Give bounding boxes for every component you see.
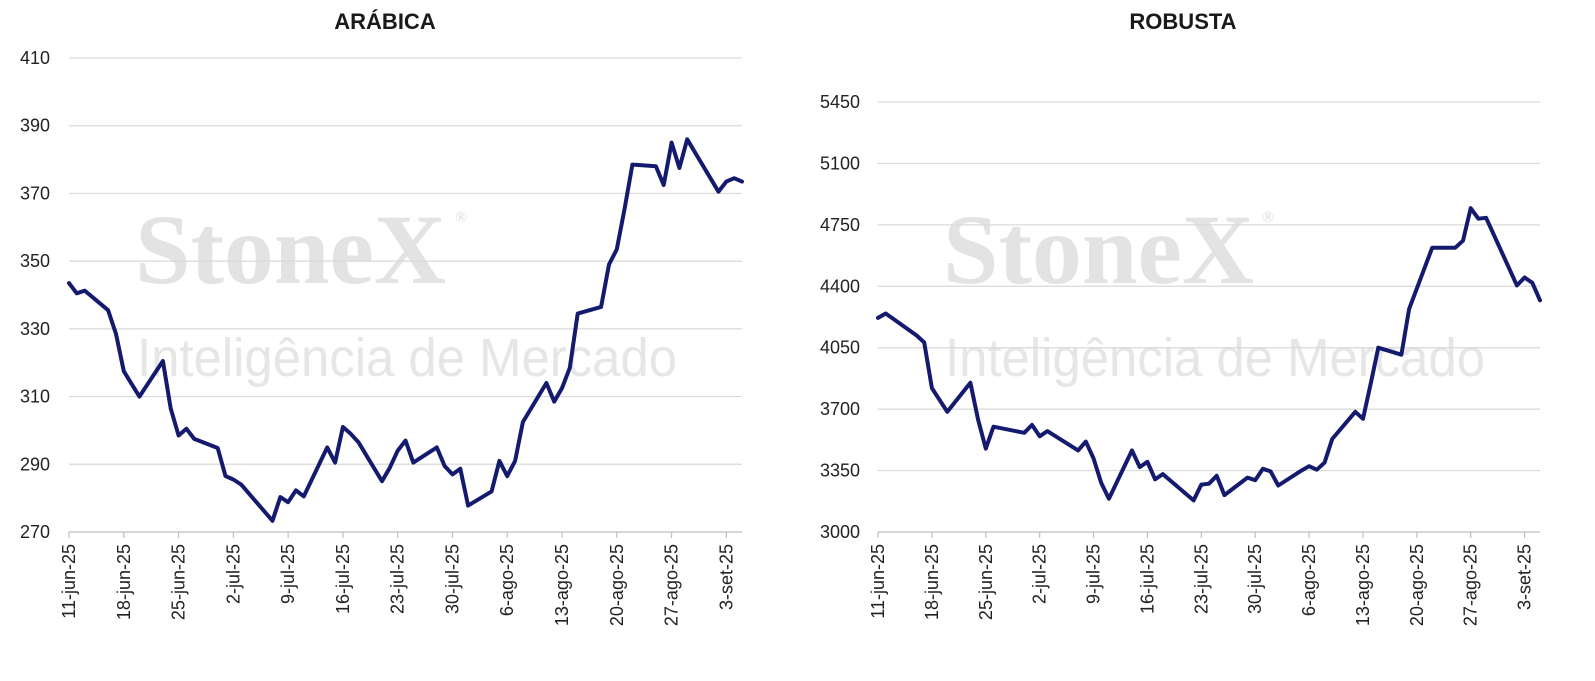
watermark: StoneX ® Inteligência de Mercado — [943, 194, 1485, 388]
x-tick-label: 3-set-25 — [1515, 544, 1535, 610]
x-tick-label: 11-jun-25 — [868, 544, 888, 619]
x-axis-ticks: 11-jun-25 18-jun-25 25-jun-25 2-jul-25 9-jul… — [59, 532, 736, 626]
x-tick-label: 23-jul-25 — [1191, 544, 1211, 614]
x-tick-label: 16-jul-25 — [1137, 544, 1157, 614]
x-tick-label: 2-jul-25 — [1030, 544, 1050, 604]
y-tick-label: 310 — [20, 387, 50, 407]
watermark-tagline: Inteligência de Mercado — [945, 328, 1485, 388]
price-series-line — [876, 206, 1542, 503]
x-tick-label: 16-jul-25 — [333, 544, 353, 614]
x-tick-label: 2-jul-25 — [223, 544, 243, 604]
robusta-chart: StoneX ® Inteligência de Mercado ROBUSTA… — [820, 9, 1542, 626]
watermark-reg-mark: ® — [1262, 209, 1274, 226]
x-axis-ticks: 11-jun-25 18-jun-25 25-jun-25 2-jul-25 9-jul… — [868, 532, 1535, 626]
chart-title: ROBUSTA — [1129, 9, 1236, 34]
x-tick-label: 27-ago-25 — [662, 544, 682, 626]
y-tick-label: 390 — [20, 116, 50, 136]
price-series-line — [67, 137, 744, 523]
y-tick-label: 3350 — [820, 461, 860, 481]
y-tick-label: 290 — [20, 454, 50, 474]
x-tick-label: 6-ago-25 — [1299, 544, 1319, 616]
y-tick-label: 370 — [20, 183, 50, 203]
x-tick-label: 13-ago-25 — [1353, 544, 1373, 626]
x-tick-label: 30-jul-25 — [442, 544, 462, 614]
x-tick-label: 6-ago-25 — [497, 544, 517, 616]
x-tick-label: 13-ago-25 — [552, 544, 572, 626]
y-tick-label: 3700 — [820, 399, 860, 419]
y-tick-label: 5100 — [820, 153, 860, 173]
y-tick-label: 4050 — [820, 338, 860, 358]
y-axis-ticks: 3000 3350 3700 4050 4400 4750 5100 5450 — [820, 92, 860, 542]
x-tick-label: 9-jul-25 — [278, 544, 298, 604]
chart-title: ARÁBICA — [334, 9, 436, 34]
x-tick-label: 27-ago-25 — [1461, 544, 1481, 626]
x-tick-label: 20-ago-25 — [1407, 544, 1427, 626]
y-tick-label: 410 — [20, 48, 50, 68]
x-tick-label: 20-ago-25 — [607, 544, 627, 626]
watermark: StoneX ® Inteligência de Mercado — [135, 194, 677, 388]
y-tick-label: 350 — [20, 251, 50, 271]
x-tick-label: 18-jun-25 — [922, 544, 942, 620]
x-tick-label: 9-jul-25 — [1084, 544, 1104, 604]
x-tick-label: 23-jul-25 — [388, 544, 408, 614]
y-tick-label: 4400 — [820, 276, 860, 296]
x-tick-label: 25-jun-25 — [169, 544, 189, 620]
x-tick-label: 30-jul-25 — [1245, 544, 1265, 614]
gridlines — [69, 57, 742, 533]
x-tick-label: 25-jun-25 — [976, 544, 996, 620]
y-tick-label: 5450 — [820, 92, 860, 112]
arabica-chart: StoneX ® Inteligência de Mercado ARÁBICA… — [20, 9, 744, 626]
watermark-tagline: Inteligência de Mercado — [137, 328, 677, 388]
watermark-brand: StoneX — [943, 194, 1254, 305]
watermark-brand: StoneX — [135, 194, 446, 305]
x-tick-label: 11-jun-25 — [59, 544, 79, 619]
x-tick-label: 18-jun-25 — [114, 544, 134, 620]
y-tick-label: 330 — [20, 319, 50, 339]
y-tick-label: 4750 — [820, 215, 860, 235]
y-tick-label: 3000 — [820, 522, 860, 542]
y-tick-label: 270 — [20, 522, 50, 542]
watermark-reg-mark: ® — [455, 209, 467, 226]
gridlines — [878, 101, 1540, 533]
y-axis-ticks: 270 290 310 330 350 370 390 410 — [20, 48, 50, 542]
x-tick-label: 3-set-25 — [716, 544, 736, 610]
